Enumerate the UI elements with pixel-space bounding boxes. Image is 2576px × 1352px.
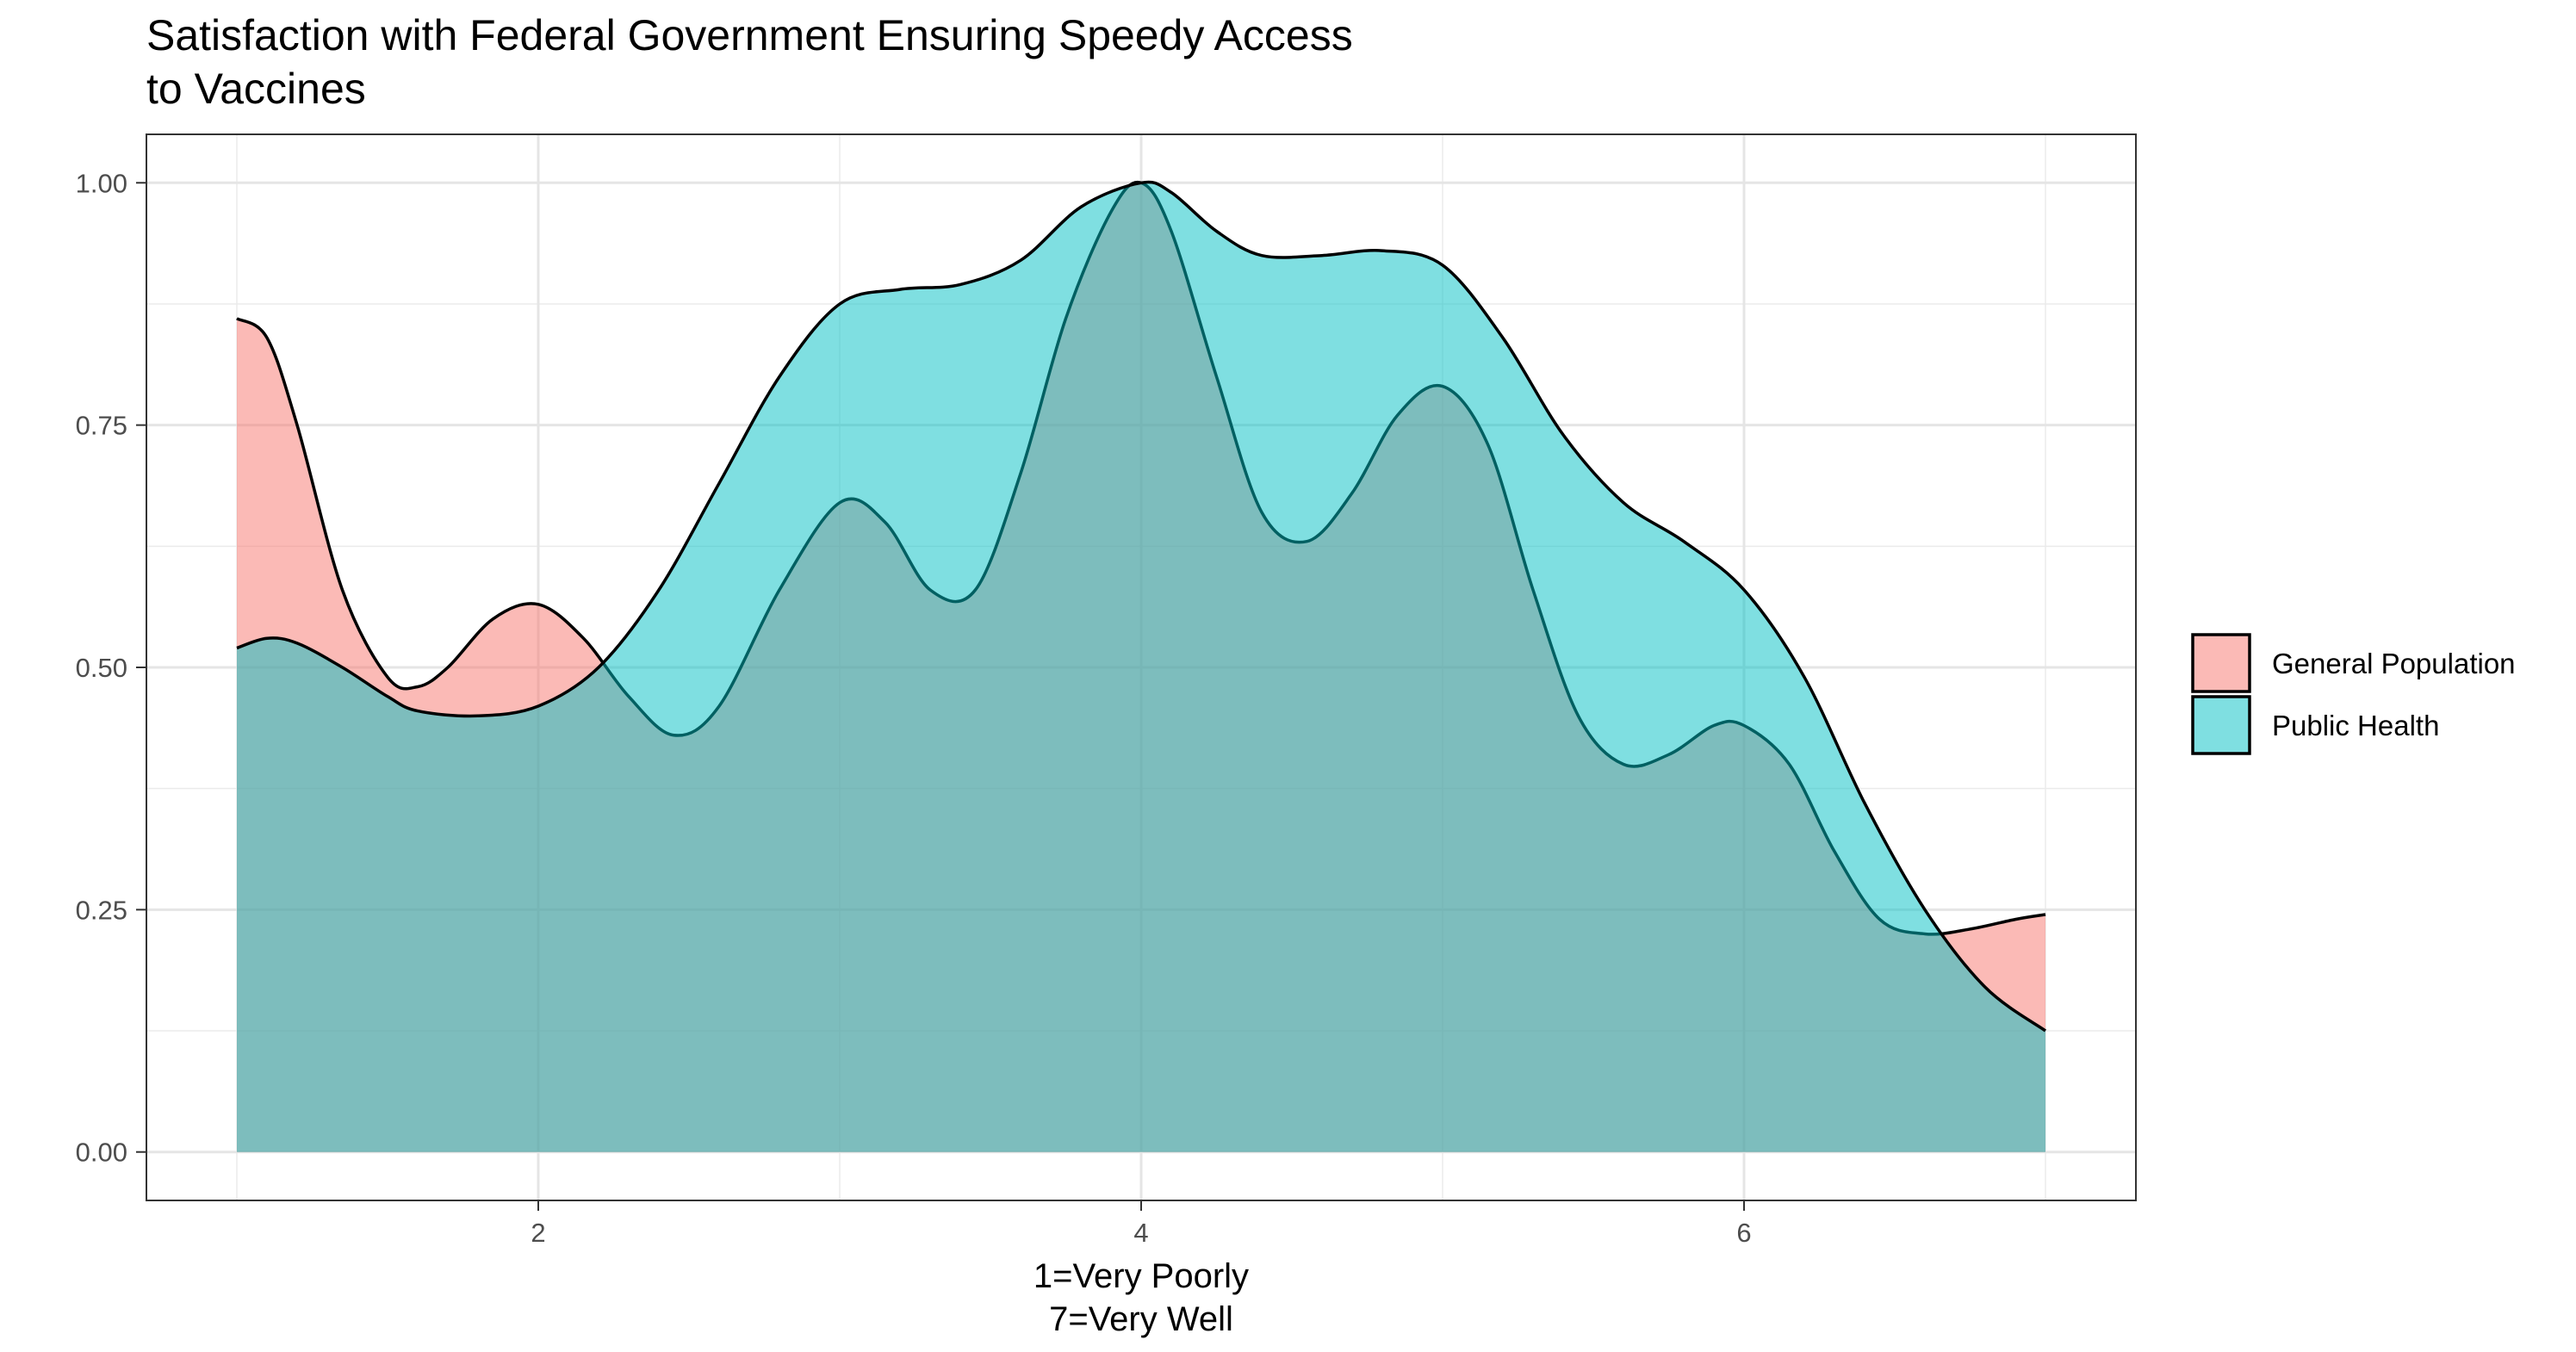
legend: General Population Public Health [2191,633,2516,755]
chart-title-line-1: Satisfaction with Federal Government Ens… [146,11,1353,59]
x-tick-label: 6 [1736,1218,1751,1248]
x-tick-label: 2 [531,1218,545,1248]
density-area-public-health [237,182,2045,1152]
legend-key-general-population [2191,633,2251,693]
chart-title-line-2: to Vaccines [146,65,366,113]
legend-label-general-population: General Population [2272,648,2516,679]
x-axis-title-line-1: 1=Very Poorly [1034,1257,1249,1295]
x-axis: 2 4 6 [531,1200,1752,1248]
legend-label-public-health: Public Health [2272,710,2439,741]
y-tick-label: 1.00 [76,168,127,198]
plot-panel [146,133,2137,1201]
y-axis: 0.00 0.25 0.50 0.75 1.00 [76,168,146,1168]
x-axis-title-line-2: 7=Very Well [1049,1300,1233,1338]
legend-key-public-health [2191,695,2251,755]
y-tick-label: 0.50 [76,653,127,683]
y-tick-label: 0.25 [76,895,127,925]
density-areas [236,180,2047,1152]
x-tick-label: 4 [1133,1218,1148,1248]
y-tick-label: 0.75 [76,411,127,441]
y-tick-label: 0.00 [76,1138,127,1168]
density-line-public-health [236,180,2047,1033]
